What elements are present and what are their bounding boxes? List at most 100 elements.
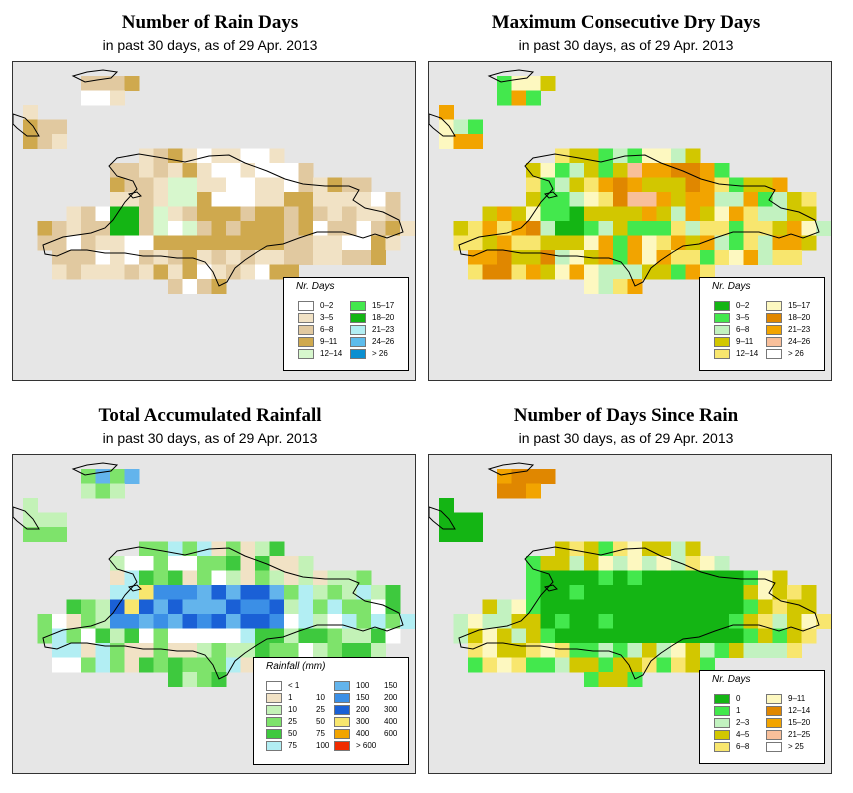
grid-cell xyxy=(168,163,183,178)
grid-cell xyxy=(627,250,643,265)
legend-title: Rainfall (mm) xyxy=(266,661,326,672)
grid-cell xyxy=(23,498,38,513)
grid-cell xyxy=(714,163,730,178)
grid-cell xyxy=(685,192,701,207)
grid-cell xyxy=(613,585,628,600)
grid-cell xyxy=(685,657,701,673)
grid-cell xyxy=(743,192,759,207)
grid-cell xyxy=(95,90,111,106)
grid-cell xyxy=(168,206,183,222)
grid-cell xyxy=(52,119,67,135)
grid-cell xyxy=(613,264,628,280)
legend-swatch xyxy=(714,705,730,716)
grid-cell xyxy=(787,614,802,629)
grid-cell xyxy=(240,264,256,280)
grid-cell xyxy=(139,541,154,557)
grid-cell xyxy=(700,221,715,236)
grid-cell xyxy=(226,599,241,615)
coastline-path xyxy=(429,506,456,530)
grid-cell xyxy=(584,192,599,207)
grid-cell xyxy=(81,264,96,280)
grid-cell xyxy=(110,264,125,280)
grid-cell xyxy=(197,177,212,193)
grid-cell xyxy=(468,512,483,528)
legend-swatch xyxy=(350,348,366,359)
grid-cell xyxy=(197,672,212,687)
grid-cell xyxy=(569,628,585,644)
grid-cell xyxy=(371,585,386,600)
grid-cell xyxy=(124,206,140,222)
legend-swatch xyxy=(298,312,314,323)
grid-cell xyxy=(497,628,512,644)
legend-swatch xyxy=(714,300,730,311)
grid-cell xyxy=(468,527,483,542)
grid-cell xyxy=(453,628,469,644)
grid-cell xyxy=(66,235,82,251)
grid-cell xyxy=(255,148,270,164)
grid-cell xyxy=(453,235,469,251)
grid-cell xyxy=(342,585,357,600)
grid-cell xyxy=(613,556,628,571)
grid-cell xyxy=(439,498,454,513)
grid-cell xyxy=(540,614,556,629)
grid-cell xyxy=(497,657,512,673)
grid-cell xyxy=(613,599,628,615)
grid-cell xyxy=(284,599,299,615)
grid-cell xyxy=(298,206,314,222)
legend-swatch xyxy=(334,740,350,751)
grid-cell xyxy=(211,264,227,280)
grid-cell xyxy=(569,192,585,207)
grid-cell xyxy=(269,599,285,615)
panel-subtitle: in past 30 days, as of 29 Apr. 2013 xyxy=(102,430,318,446)
grid-cell xyxy=(497,235,512,251)
grid-cell xyxy=(298,221,314,236)
grid-cell xyxy=(240,614,256,629)
legend-swatch xyxy=(766,693,782,704)
grid-cell xyxy=(526,585,541,600)
grid-cell xyxy=(284,614,299,629)
panel-title: Maximum Consecutive Dry Days xyxy=(491,12,761,33)
grid-cell xyxy=(269,643,285,658)
legend-item: 0 xyxy=(714,693,740,704)
grid-cell xyxy=(729,570,744,586)
grid-cell xyxy=(153,556,169,571)
grid-cell xyxy=(66,206,82,222)
coastline-path xyxy=(42,546,404,680)
grid-cell xyxy=(714,235,730,251)
grid-cell xyxy=(656,264,672,280)
grid-cell xyxy=(482,206,498,222)
grid-cell xyxy=(226,148,241,164)
grid-cell xyxy=(743,599,759,615)
grid-cell xyxy=(255,206,270,222)
grid-cell xyxy=(52,657,67,673)
legend: Nr. Days 0–2 3–5 6–8 9–11 12–14 15–17 18… xyxy=(699,277,825,371)
grid-cell xyxy=(110,250,125,265)
grid-cell xyxy=(81,628,96,644)
coastline-path xyxy=(487,462,535,476)
grid-cell xyxy=(66,599,82,615)
grid-cell xyxy=(439,119,454,135)
grid-cell xyxy=(182,206,198,222)
grid-cell xyxy=(801,599,817,615)
grid-cell xyxy=(197,614,212,629)
grid-cell xyxy=(627,570,643,586)
grid-cell xyxy=(598,628,614,644)
grid-cell xyxy=(526,469,541,484)
grid-cell xyxy=(700,599,715,615)
grid-cell xyxy=(356,614,372,629)
grid-cell xyxy=(584,570,599,586)
grid-cell xyxy=(729,628,744,644)
grid-cell xyxy=(168,628,183,644)
coastline-path xyxy=(13,506,40,530)
grid-cell xyxy=(168,672,183,687)
grid-cell xyxy=(787,192,802,207)
grid-cell xyxy=(182,599,198,615)
grid-cell xyxy=(240,206,256,222)
grid-cell xyxy=(700,192,715,207)
coastline-path xyxy=(544,584,558,592)
grid-cell xyxy=(801,628,817,644)
grid-cell xyxy=(671,206,686,222)
grid-cell xyxy=(787,206,802,222)
grid-cell xyxy=(671,556,686,571)
grid-cell xyxy=(584,206,599,222)
